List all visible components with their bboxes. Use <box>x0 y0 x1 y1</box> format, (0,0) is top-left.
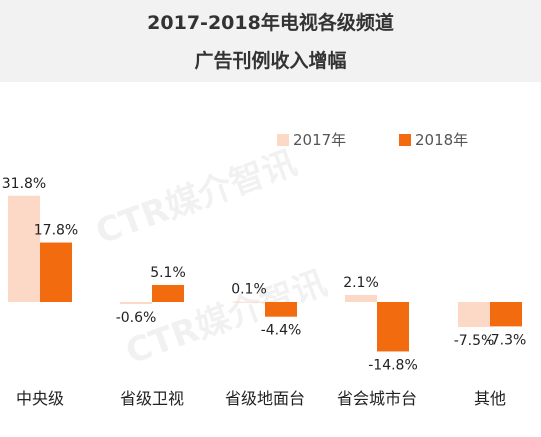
bar-2018 <box>490 302 522 327</box>
bar-2017 <box>120 302 152 305</box>
data-label: 0.1% <box>231 282 267 298</box>
category-label: 省会城市台 <box>337 389 417 408</box>
bar-2017 <box>345 294 377 302</box>
data-label: 5.1% <box>150 265 186 281</box>
chart-title-line-1: 2017-2018年电视各级频道 <box>147 12 394 34</box>
chart-title-line-2: 广告刊例收入增幅 <box>194 50 347 72</box>
bar-2018 <box>152 284 184 302</box>
data-label: -7.5% <box>454 333 495 349</box>
legend-label: 2017年 <box>293 131 346 149</box>
legend-swatch <box>277 134 289 146</box>
category-label: 省级卫视 <box>120 389 184 408</box>
category-label: 中央级 <box>16 389 64 408</box>
bar-2017 <box>8 195 40 302</box>
bar-2018 <box>377 302 409 352</box>
legend-swatch <box>399 134 411 146</box>
title-band: 2017-2018年电视各级频道 广告刊例收入增幅 <box>0 0 541 82</box>
bar-2018 <box>40 242 72 302</box>
data-label: -7.3% <box>486 332 527 348</box>
category-label: 其他 <box>474 389 506 408</box>
bar-2018 <box>265 302 297 317</box>
data-label: 31.8% <box>2 176 46 192</box>
legend-label: 2018年 <box>415 131 468 149</box>
data-label: 2.1% <box>343 275 379 291</box>
data-label: 17.8% <box>34 223 78 239</box>
category-label: 省级地面台 <box>225 389 305 408</box>
data-label: -0.6% <box>116 310 157 326</box>
data-label: -14.8% <box>368 357 418 373</box>
bar-2017 <box>458 302 490 328</box>
data-label: -4.4% <box>261 323 302 339</box>
bar-2017 <box>233 301 265 303</box>
